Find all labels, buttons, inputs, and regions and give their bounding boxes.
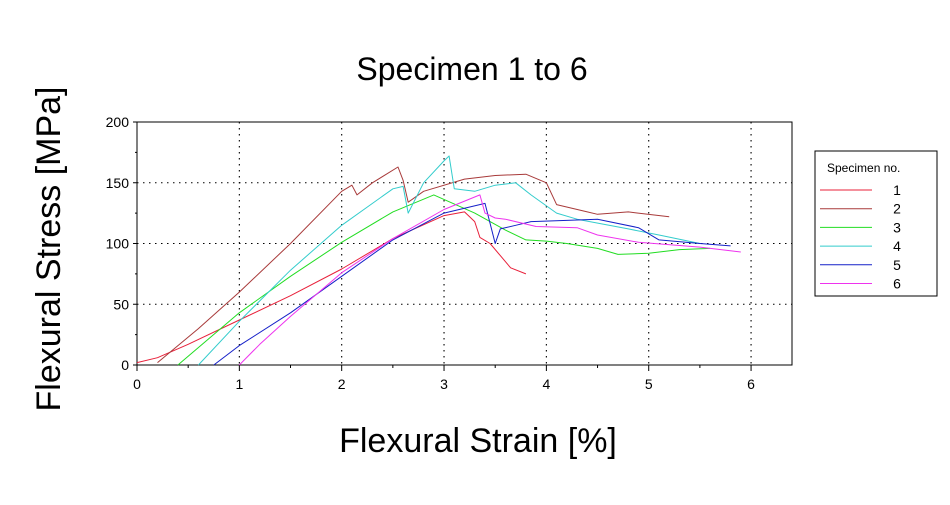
chart-title: Specimen 1 to 6 (356, 51, 587, 87)
legend-box (814, 150, 938, 297)
x-axis-title: Flexural Strain [%] (339, 422, 617, 460)
plot-area-frame (136, 121, 793, 366)
legend-label-2: 2 (893, 201, 901, 217)
legend-label-3: 3 (893, 219, 901, 235)
legend-label-6: 6 (893, 276, 901, 292)
x-tick-label: 6 (747, 376, 755, 392)
y-axis-title: Flexural Stress [MPa] (30, 87, 68, 412)
grid-lines (137, 122, 792, 365)
legend: Specimen no. 1 2 3 4 5 6 (814, 150, 938, 297)
series-4-line (198, 155, 701, 366)
axis-ticks: 0 1 2 3 4 5 6 0 50 100 150 200 (106, 114, 756, 392)
x-tick-label: 1 (235, 376, 243, 392)
y-tick-label: 50 (113, 296, 129, 312)
series-5-line (213, 202, 731, 366)
y-tick-label: 100 (106, 236, 130, 252)
y-tick-label: 150 (106, 175, 130, 191)
series-1-line (136, 211, 527, 364)
series-2-line (157, 166, 670, 363)
legend-title: Specimen no. (827, 161, 900, 175)
y-tick-label: 200 (106, 114, 130, 130)
y-tick-label: 0 (121, 357, 129, 373)
x-tick-label: 0 (133, 376, 141, 392)
legend-label-1: 1 (893, 182, 901, 198)
legend-label-4: 4 (893, 238, 901, 254)
x-tick-label: 3 (440, 376, 448, 392)
legend-label-5: 5 (893, 257, 901, 273)
series-3-line (177, 194, 711, 366)
x-tick-label: 4 (542, 376, 550, 392)
x-tick-label: 5 (645, 376, 653, 392)
x-tick-label: 2 (338, 376, 346, 392)
series-lines (136, 155, 741, 366)
series-6-line (238, 194, 741, 366)
